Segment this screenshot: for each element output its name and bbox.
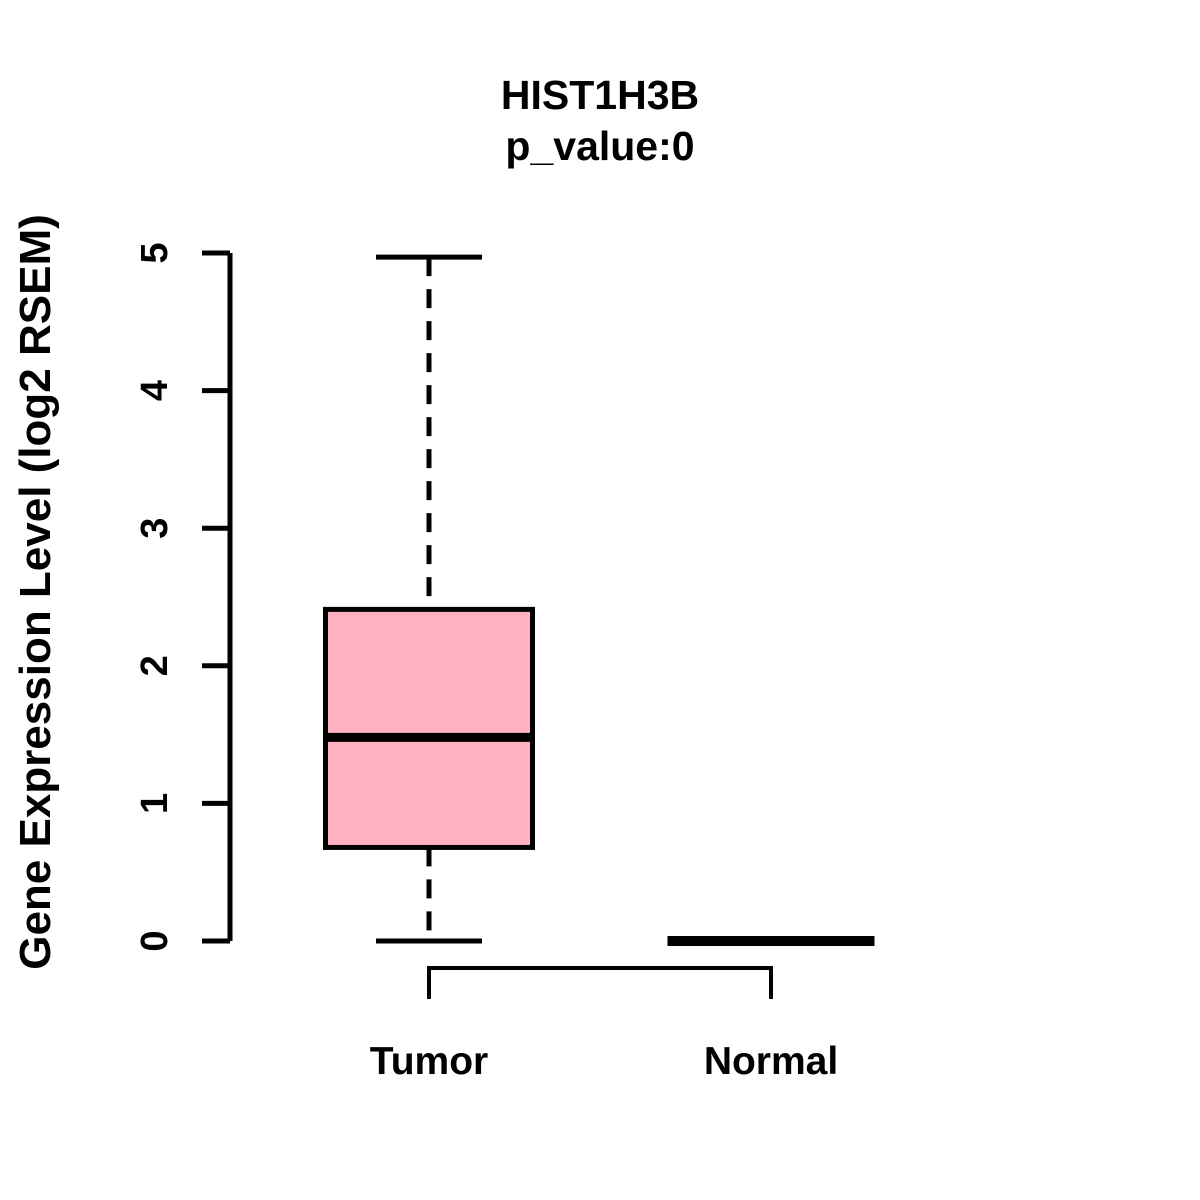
x-category-label-normal: Normal xyxy=(703,1040,839,1083)
y-axis-label: Gene Expression Level (log2 RSEM) xyxy=(11,214,60,970)
chart-title: HIST1H3B p_value:0 xyxy=(230,70,970,172)
box-tumor xyxy=(323,606,535,850)
x-category-label-tumor: Tumor xyxy=(369,1040,489,1083)
y-axis-tick-label: 4 xyxy=(134,380,176,401)
y-axis-tick-label: 0 xyxy=(134,930,176,951)
y-axis-tick-label: 2 xyxy=(134,655,176,676)
y-axis-tick-label: 1 xyxy=(134,793,176,814)
y-axis-tick-label: 5 xyxy=(134,242,176,263)
chart-title-pvalue: p_value:0 xyxy=(505,123,695,169)
chart-title-gene: HIST1H3B xyxy=(500,72,700,118)
y-axis-tick-label: 3 xyxy=(134,518,176,539)
x-axis-bracket xyxy=(427,966,773,999)
